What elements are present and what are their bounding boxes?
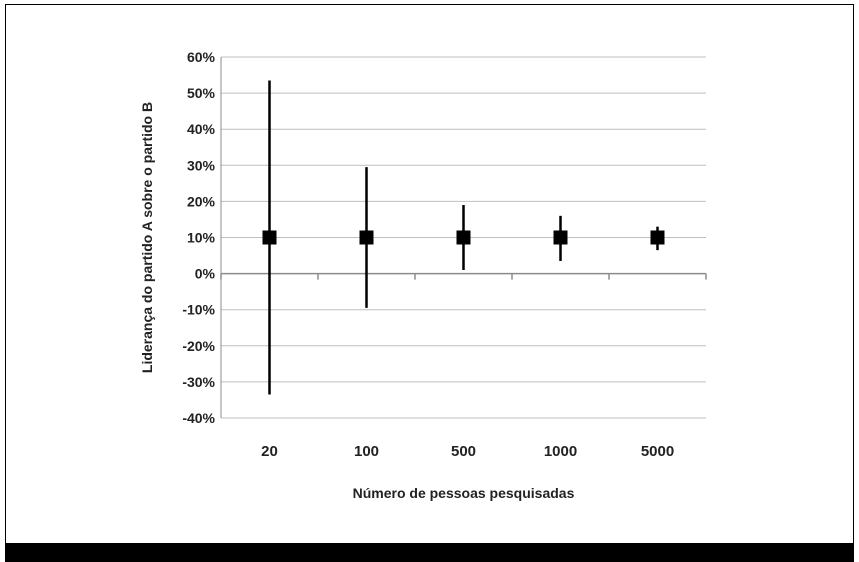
data-point-marker	[650, 230, 665, 245]
y-tick-label: 30%	[187, 157, 216, 173]
y-tick-labels: 60% 50% 40% 30% 20% 10% 0% -10% -20% -30% -40%	[182, 49, 215, 426]
data-point-marker	[456, 230, 471, 245]
y-tick-label: 0%	[195, 266, 216, 282]
data-marks	[262, 80, 665, 395]
data-point-marker	[359, 230, 374, 245]
x-axis-title: Número de pessoas pesquisadas	[353, 485, 575, 501]
data-point-marker	[553, 230, 568, 245]
y-tick-label: -20%	[182, 338, 215, 354]
y-tick-label: 40%	[187, 121, 216, 137]
error-bar-chart: 60% 50% 40% 30% 20% 10% 0% -10% -20% -30% -40% 20 1…	[139, 49, 707, 501]
bottom-band	[5, 544, 854, 562]
y-tick-label: -30%	[182, 374, 215, 390]
x-tick-label: 20	[261, 443, 278, 460]
y-tick-label: 20%	[187, 193, 216, 209]
y-axis-title: Liderança do partido A sobre o partido B	[139, 102, 155, 373]
y-tick-label: 60%	[187, 49, 216, 65]
y-tick-label: 50%	[187, 85, 216, 101]
x-tick-label: 100	[354, 443, 379, 460]
chart-frame: 60% 50% 40% 30% 20% 10% 0% -10% -20% -30% -40% 20 1…	[5, 4, 854, 544]
y-tick-label: -40%	[182, 410, 215, 426]
x-tick-labels: 20 100 500 1000 5000	[261, 443, 674, 460]
data-point-marker	[262, 230, 277, 245]
y-tick-label: 10%	[187, 230, 216, 246]
x-tick-label: 1000	[544, 443, 577, 460]
x-tick-label: 500	[451, 443, 476, 460]
x-tick-label: 5000	[641, 443, 674, 460]
y-tick-label: -10%	[182, 302, 215, 318]
axes	[220, 57, 707, 418]
